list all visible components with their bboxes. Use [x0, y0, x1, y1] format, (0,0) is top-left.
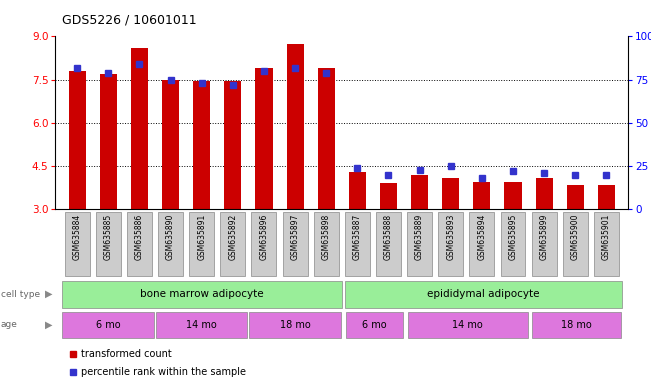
- Text: cell type: cell type: [1, 290, 40, 299]
- Text: transformed count: transformed count: [81, 349, 172, 359]
- Text: 6 mo: 6 mo: [96, 320, 120, 330]
- Bar: [473, 182, 490, 209]
- Text: GDS5226 / 10601011: GDS5226 / 10601011: [62, 13, 197, 26]
- Bar: [220, 212, 245, 276]
- Text: age: age: [1, 320, 18, 329]
- Bar: [100, 74, 117, 209]
- Text: GSM635901: GSM635901: [602, 214, 611, 260]
- Text: epididymal adipocyte: epididymal adipocyte: [427, 290, 540, 300]
- Bar: [314, 212, 339, 276]
- Text: 6 mo: 6 mo: [362, 320, 387, 330]
- Bar: [567, 185, 584, 209]
- Text: 14 mo: 14 mo: [452, 320, 483, 330]
- Bar: [469, 212, 494, 276]
- Bar: [408, 312, 528, 338]
- Bar: [594, 212, 619, 276]
- Bar: [68, 71, 86, 209]
- Text: ▶: ▶: [45, 289, 53, 299]
- Bar: [598, 185, 615, 209]
- Bar: [127, 212, 152, 276]
- Text: 18 mo: 18 mo: [561, 320, 592, 330]
- Text: GSM635899: GSM635899: [540, 214, 549, 260]
- Text: GSM635893: GSM635893: [446, 214, 455, 260]
- Bar: [62, 281, 342, 308]
- Text: 18 mo: 18 mo: [279, 320, 311, 330]
- Text: GSM635897: GSM635897: [290, 214, 299, 260]
- Bar: [224, 81, 242, 209]
- Bar: [283, 212, 307, 276]
- Bar: [64, 212, 90, 276]
- Text: GSM635898: GSM635898: [322, 214, 331, 260]
- Bar: [380, 184, 397, 209]
- Bar: [349, 172, 366, 209]
- Text: GSM635896: GSM635896: [260, 214, 268, 260]
- Bar: [162, 80, 179, 209]
- Bar: [249, 312, 341, 338]
- Bar: [438, 212, 464, 276]
- Bar: [563, 212, 588, 276]
- Bar: [131, 48, 148, 209]
- Text: GSM635891: GSM635891: [197, 214, 206, 260]
- Bar: [411, 175, 428, 209]
- Bar: [193, 81, 210, 209]
- Bar: [501, 212, 525, 276]
- Bar: [286, 44, 303, 209]
- Text: GSM635888: GSM635888: [384, 214, 393, 260]
- Text: GSM635890: GSM635890: [166, 214, 175, 260]
- Text: GSM635895: GSM635895: [508, 214, 518, 260]
- Bar: [158, 212, 183, 276]
- Text: GSM635889: GSM635889: [415, 214, 424, 260]
- Bar: [346, 312, 403, 338]
- Bar: [189, 212, 214, 276]
- Bar: [505, 182, 521, 209]
- Text: GSM635884: GSM635884: [73, 214, 81, 260]
- Text: 14 mo: 14 mo: [186, 320, 217, 330]
- Bar: [442, 178, 460, 209]
- Bar: [532, 212, 557, 276]
- Bar: [318, 68, 335, 209]
- Bar: [251, 212, 277, 276]
- Bar: [407, 212, 432, 276]
- Text: GSM635894: GSM635894: [477, 214, 486, 260]
- Bar: [156, 312, 247, 338]
- Bar: [533, 312, 621, 338]
- Text: GSM635900: GSM635900: [571, 214, 580, 260]
- Bar: [96, 212, 120, 276]
- Bar: [62, 312, 154, 338]
- Bar: [345, 212, 370, 276]
- Text: GSM635892: GSM635892: [229, 214, 238, 260]
- Text: GSM635887: GSM635887: [353, 214, 362, 260]
- Text: ▶: ▶: [45, 320, 53, 330]
- Bar: [345, 281, 622, 308]
- Bar: [376, 212, 401, 276]
- Bar: [255, 68, 273, 209]
- Text: bone marrow adipocyte: bone marrow adipocyte: [140, 290, 264, 300]
- Text: percentile rank within the sample: percentile rank within the sample: [81, 367, 246, 377]
- Bar: [536, 178, 553, 209]
- Text: GSM635885: GSM635885: [104, 214, 113, 260]
- Text: GSM635886: GSM635886: [135, 214, 144, 260]
